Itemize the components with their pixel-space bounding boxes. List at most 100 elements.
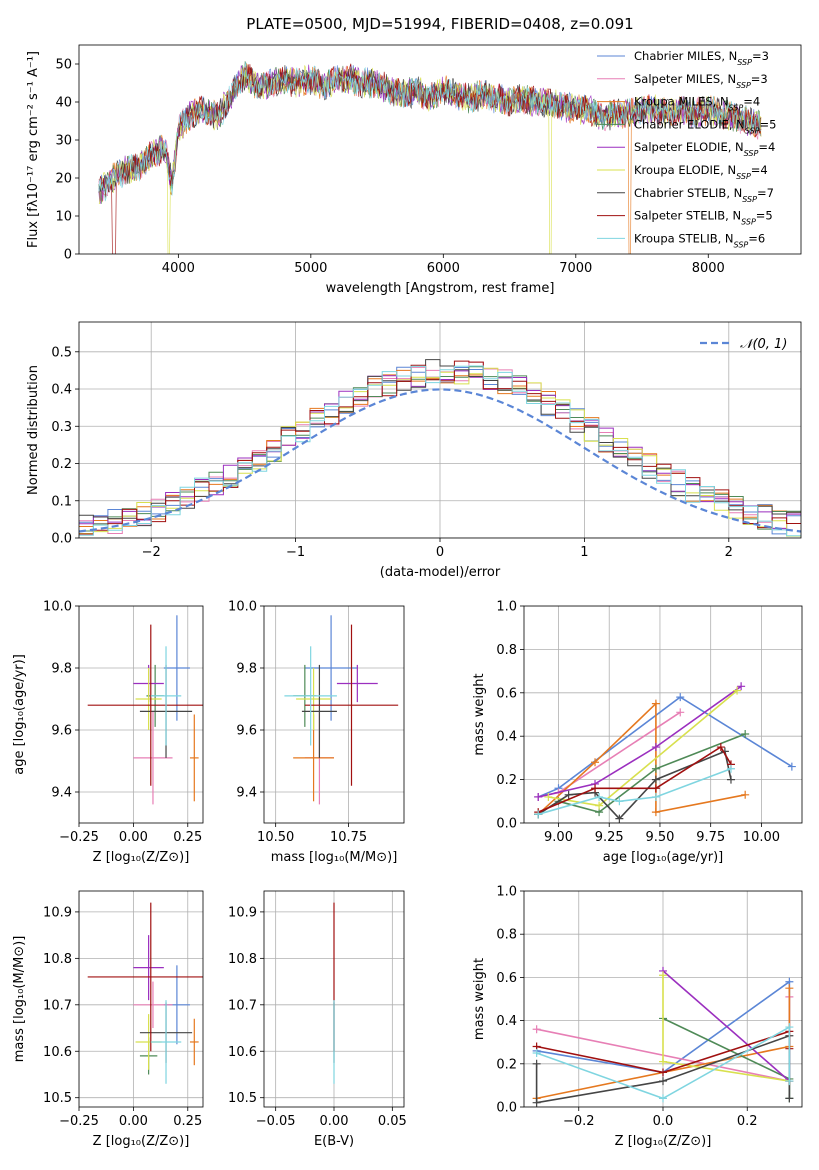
x-tick-label: 10.50 <box>257 830 294 845</box>
legend-entry: Salpeter STELIB, NSSP=5 <box>634 209 773 227</box>
weight-line <box>537 733 746 815</box>
x-axis-label: Z [log₁₀(Z/Z⊙)] <box>93 1134 190 1149</box>
legend-entry: Kroupa ELODIE, NSSP=4 <box>634 163 768 181</box>
legend-entry: Salpeter MILES, NSSP=3 <box>634 72 768 90</box>
chart-age-weight: 9.00 9.25 9.50 9.75 10.00 0.0 0.2 0.4 0.6 0.8 1.0 a… <box>472 600 803 865</box>
x-tick-label: 0.00 <box>320 1114 349 1129</box>
axes-frame <box>78 890 204 1108</box>
weight-line <box>536 1025 791 1100</box>
histogram-step <box>79 365 801 537</box>
x-tick-label: 9.25 <box>595 830 624 845</box>
y-tick-label: 9.4 <box>236 786 257 801</box>
y-tick-label: 10.9 <box>228 905 257 920</box>
x-tick-label: −1 <box>286 545 305 560</box>
x-tick-label: 4000 <box>162 261 195 276</box>
weight-marker <box>532 1059 541 1068</box>
x-axis-label: wavelength [Angstrom, rest frame] <box>326 281 555 296</box>
chart-z-mass: −0.25 0.00 0.25 10.5 10.6 10.7 10.8 10.9 Z [log₁… <box>12 890 204 1149</box>
y-tick-label: 0.0 <box>51 532 72 547</box>
plot-area <box>98 61 762 254</box>
y-axis-label: mass [log₁₀(M/M⊙)] <box>12 936 27 1063</box>
weight-marker <box>785 1077 794 1086</box>
weight-marker <box>785 1094 794 1103</box>
spectrum-line <box>98 62 762 202</box>
y-axis-label: mass weight <box>472 673 487 755</box>
legend-entry: Chabrier ELODIE, NSSP=5 <box>634 117 776 135</box>
chart-mass-age: 10.50 10.75 9.4 9.6 9.8 10.0 mass [log₁₀(M/M⊙)… <box>228 600 405 865</box>
weight-marker <box>651 784 660 793</box>
plot-area <box>524 606 802 823</box>
weight-marker <box>651 699 660 708</box>
plot-area <box>79 606 203 823</box>
x-axis-label: (data-model)/error <box>380 565 501 580</box>
axes-frame <box>263 605 405 824</box>
y-tick-label: 10.5 <box>228 1091 257 1106</box>
x-tick-label: 9.00 <box>544 830 573 845</box>
axes-frame <box>523 890 803 1108</box>
weight-marker <box>544 792 553 801</box>
weight-marker <box>651 764 660 773</box>
y-tick-label: 10 <box>55 210 72 225</box>
x-tick-label: 10.75 <box>330 830 367 845</box>
weight-marker <box>785 1023 794 1032</box>
legend-entry: Chabrier MILES, NSSP=3 <box>634 49 769 67</box>
weight-line <box>662 970 790 1082</box>
y-tick-label: 0.6 <box>496 686 517 701</box>
weight-marker <box>716 743 725 752</box>
axes-frame <box>523 605 803 824</box>
weight-marker <box>676 708 685 717</box>
weight-marker <box>741 790 750 799</box>
axes-frame <box>78 605 204 824</box>
y-tick-label: 40 <box>55 96 72 111</box>
y-tick-label: 0.8 <box>496 643 517 658</box>
x-tick-label: 1 <box>580 545 588 560</box>
y-tick-label: 0.0 <box>496 817 517 832</box>
x-tick-label: 0.00 <box>119 830 148 845</box>
chart-z-age: −0.25 0.00 0.25 9.4 9.6 9.8 10.0 Z [log₁₀(Z/Z⊙)… <box>12 600 204 865</box>
weight-marker <box>741 730 750 739</box>
x-axis-label: mass [log₁₀(M/M⊙)] <box>271 850 398 865</box>
y-tick-label: 0.8 <box>496 928 517 943</box>
legend-entry: Kroupa STELIB, NSSP=6 <box>634 231 765 249</box>
y-tick-label: 0.4 <box>496 1014 517 1029</box>
weight-marker <box>532 1025 541 1034</box>
weight-line <box>537 701 746 815</box>
weight-marker <box>733 686 742 695</box>
x-tick-label: −2 <box>142 545 161 560</box>
weight-line <box>537 696 793 798</box>
y-tick-label: 10.7 <box>228 998 257 1013</box>
weight-marker <box>534 810 543 819</box>
y-tick-label: 1.0 <box>496 885 517 900</box>
weight-marker <box>676 693 685 702</box>
y-tick-label: 0.0 <box>496 1101 517 1116</box>
axes-frame <box>78 321 802 539</box>
y-tick-label: 10.9 <box>43 905 72 920</box>
y-tick-label: 50 <box>55 58 72 73</box>
chart-z-weight: −0.2 0.0 0.2 0.0 0.2 0.4 0.6 0.8 1.0 Z [log₁₀(Z/Z… <box>472 885 803 1149</box>
x-tick-label: 0.25 <box>173 830 202 845</box>
x-tick-label: 0.00 <box>119 1114 148 1129</box>
weight-marker <box>591 784 600 793</box>
weight-marker <box>659 1057 667 1066</box>
weight-marker <box>615 797 624 806</box>
x-tick-label: 7000 <box>559 261 592 276</box>
y-tick-label: 10.6 <box>228 1045 257 1060</box>
y-tick-label: 9.6 <box>236 724 257 739</box>
x-axis-label: Z [log₁₀(Z/Z⊙)] <box>93 850 190 865</box>
y-axis-label: Normed distribution <box>26 365 41 495</box>
y-tick-label: 10.5 <box>43 1091 72 1106</box>
x-tick-label: 0.2 <box>737 1114 758 1129</box>
x-tick-label: 10.00 <box>743 830 780 845</box>
chart-ebv-mass: −0.05 0.00 0.05 10.5 10.6 10.7 10.8 10.9 E(B-V) <box>228 890 407 1149</box>
spectrum-legend: Chabrier MILES, NSSP=3 Salpeter MILES, NS… <box>597 49 776 249</box>
x-tick-label: 0.25 <box>173 1114 202 1129</box>
weight-marker <box>595 801 604 810</box>
weight-marker <box>651 792 660 801</box>
plot-area <box>79 891 203 1107</box>
x-tick-label: −0.05 <box>256 1114 296 1129</box>
x-tick-label: 5000 <box>294 261 327 276</box>
chart-residuals: −2 −1 0 1 2 0.0 0.1 0.2 0.3 0.4 0.5 (data-model)/er… <box>26 321 802 580</box>
legend-entry: Chabrier STELIB, NSSP=7 <box>634 186 774 204</box>
figure-title: PLATE=0500, MJD=51994, FIBERID=0408, z=0… <box>246 15 633 33</box>
y-tick-label: 0.4 <box>496 730 517 745</box>
